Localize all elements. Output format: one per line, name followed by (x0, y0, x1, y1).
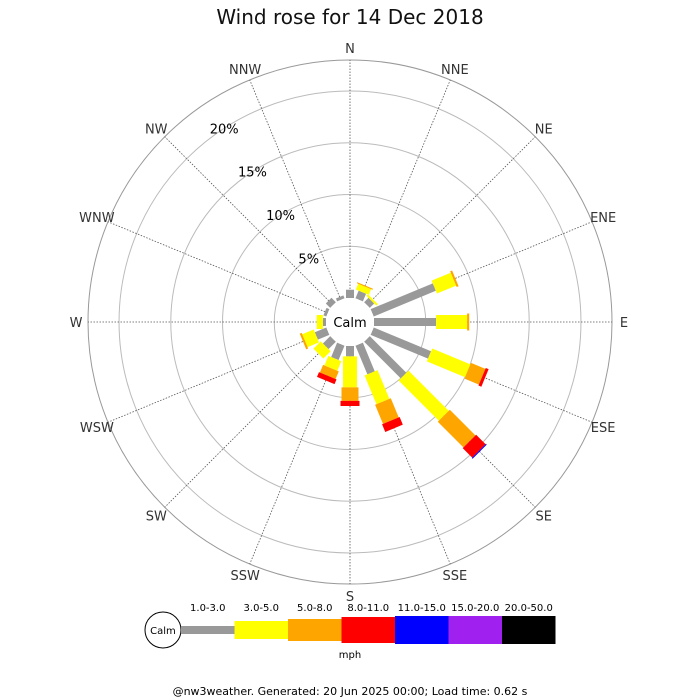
direction-label-SE: SE (536, 510, 552, 525)
bar-SSE-8.0-11.0 (382, 417, 403, 432)
legend-label-3.0-5.0: 3.0-5.0 (244, 603, 279, 614)
legend-swatch-11.0-15.0 (395, 616, 449, 644)
spoke-WSW (107, 330, 328, 423)
legend-swatch-8.0-11.0 (341, 617, 395, 643)
bar-ESE-5.0-8.0 (464, 362, 486, 385)
direction-label-WNW: WNW (79, 211, 115, 226)
bar-SSW-5.0-8.0 (319, 364, 339, 379)
ring-label-5: 5% (298, 252, 319, 267)
bar-NW-1.0-3.0 (325, 297, 336, 308)
bar-NE-1.0-3.0 (364, 297, 375, 308)
direction-labels: N NNE NE ENE E ESE SE SSE S SSW SW WSW W WNW NW NNW (70, 42, 629, 605)
ring-label-10: 10% (266, 209, 295, 224)
bar-SSE-3.0-5.0 (364, 370, 390, 405)
bar-WSW-1.0-3.0 (314, 327, 330, 340)
bar-WSW-5.0-8.0 (299, 332, 309, 350)
bar-SSW-8.0-11.0 (316, 372, 337, 385)
legend-swatch-15.0-20.0 (448, 616, 502, 644)
calm-circle (326, 298, 374, 346)
bar-ENE-5.0-8.0 (450, 270, 459, 288)
legend-calm-label: Calm (150, 626, 176, 637)
direction-label-SW: SW (146, 510, 167, 525)
direction-label-N: N (345, 42, 355, 57)
direction-label-ENE: ENE (590, 211, 616, 226)
direction-label-NNW: NNW (229, 63, 261, 78)
bar-SSW-1.0-3.0 (331, 342, 345, 361)
direction-label-NE: NE (535, 122, 553, 137)
ring-label-20: 20% (210, 122, 239, 137)
spoke-NW (164, 136, 334, 306)
direction-label-ESE: ESE (591, 421, 616, 436)
direction-label-SSE: SSE (442, 569, 467, 584)
bar-SE-8.0-11.0 (462, 434, 486, 458)
legend-swatch-20.0-50.0 (502, 616, 556, 644)
bar-ESE-3.0-5.0 (426, 348, 471, 378)
bar-SW-3.0-5.0 (313, 341, 331, 359)
direction-label-NNE: NNE (441, 63, 469, 78)
chart-title: Wind rose for 14 Dec 2018 (216, 5, 483, 29)
bar-ESE-8.0-11.0 (478, 367, 489, 387)
direction-label-W: W (70, 316, 83, 331)
calm-label: Calm (333, 316, 366, 331)
calm-center: Calm (326, 298, 374, 346)
bar-ENE-1.0-3.0 (370, 283, 436, 317)
bar-SE-1.0-3.0 (364, 336, 407, 379)
bar-SE-3.0-5.0 (398, 370, 449, 421)
direction-label-NW: NW (145, 122, 168, 137)
bar-NE-3.0-5.0 (366, 294, 378, 306)
legend-unit: mph (339, 650, 361, 661)
direction-label-S: S (346, 590, 354, 605)
spoke-SSW (249, 344, 342, 565)
bar-SW-1.0-3.0 (322, 336, 336, 350)
bar-NNE-1.0-3.0 (355, 290, 367, 302)
legend-swatch-5.0-8.0 (288, 619, 342, 641)
legend-label-8.0-11.0: 8.0-11.0 (347, 603, 389, 614)
spoke-NNE (358, 79, 451, 300)
bar-WNW-1.0-3.0 (323, 307, 330, 317)
speed-legend: Calm 1.0-3.0 3.0-5.0 5.0-8.0 8.0-11.0 11.0-15… (144, 603, 556, 649)
spoke-NNW (249, 79, 342, 300)
ring-labels: 5% 10% 15% 20% (210, 122, 319, 267)
bar-SE-5.0-8.0 (437, 409, 476, 448)
direction-label-SSW: SSW (230, 569, 260, 584)
legend-label-1.0-3.0: 1.0-3.0 (190, 603, 225, 614)
legend-label-11.0-15.0: 11.0-15.0 (398, 603, 446, 614)
legend-label-5.0-8.0: 5.0-8.0 (297, 603, 332, 614)
bar-WSW-3.0-5.0 (302, 329, 320, 348)
legend-swatch-1.0-3.0 (181, 626, 235, 634)
bar-SSE-1.0-3.0 (355, 342, 375, 375)
spoke-SW (164, 338, 334, 508)
spoke-NE (366, 136, 536, 306)
bar-SSE-5.0-8.0 (375, 398, 399, 424)
direction-label-E: E (620, 316, 628, 331)
bar-NNE-3.0-5.0 (355, 283, 372, 295)
ring-label-15: 15% (238, 166, 267, 181)
wind-bars (299, 270, 489, 459)
legend-swatch-3.0-5.0 (234, 621, 288, 639)
legend-label-15.0-20.0: 15.0-20.0 (451, 603, 499, 614)
bar-ENE-3.0-5.0 (431, 272, 457, 294)
ring-15 (170, 142, 530, 502)
legend-label-20.0-50.0: 20.0-50.0 (505, 603, 553, 614)
bar-SE-11.0-15.0 (471, 443, 487, 459)
footer-text: @nw3weather. Generated: 20 Jun 2025 00:0… (173, 685, 528, 698)
direction-label-WSW: WSW (80, 421, 114, 436)
bar-SSW-3.0-5.0 (324, 355, 342, 371)
spoke-WNW (107, 221, 328, 314)
bar-NNW-1.0-3.0 (335, 295, 345, 302)
ring-20 (118, 90, 582, 554)
bar-ESE-1.0-3.0 (370, 327, 432, 359)
